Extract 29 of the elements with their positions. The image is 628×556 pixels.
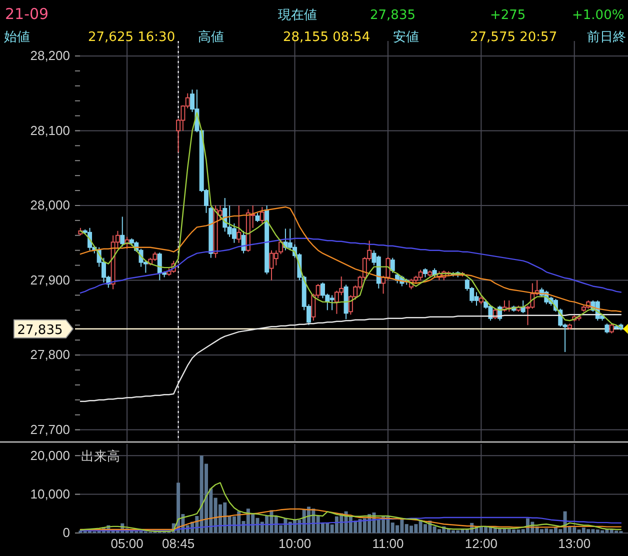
y-tick-label: 27,900 xyxy=(30,272,70,288)
ref-line-label: 27,835 xyxy=(17,322,63,338)
y-axis-title: 出来高 xyxy=(81,448,120,465)
annotation: 27,625 16:30 xyxy=(88,30,176,45)
y-tick-label: 28,200 xyxy=(30,48,70,64)
x-tick-label: 13:00 xyxy=(558,536,591,552)
annotation: 28,155 08:54 xyxy=(283,30,370,45)
x-tick-label: 12:00 xyxy=(464,536,498,552)
annotation: 安値 xyxy=(393,29,419,45)
y-tick-label: 27,700 xyxy=(30,422,70,437)
text: 27,835 xyxy=(370,8,416,23)
text: +275 xyxy=(490,8,526,23)
x-tick-label: 05:00 xyxy=(110,536,144,552)
y-tick-label: 20,000 xyxy=(30,448,70,463)
y-tick-label: 0 xyxy=(62,525,70,540)
y-tick-label: 28,100 xyxy=(30,122,70,138)
y-tick-label: 27,800 xyxy=(30,347,70,362)
annotation: 27,575 20:57 xyxy=(470,30,558,45)
y-tick-label: 28,000 xyxy=(30,198,70,213)
y-tick-label: 10,000 xyxy=(30,486,70,502)
annotation: 前日終 xyxy=(587,30,626,45)
chart-title: 21-09 xyxy=(5,5,49,23)
x-tick-label: 10:00 xyxy=(278,536,312,552)
x-tick-label: 08:45 xyxy=(162,536,195,552)
text: 現在値 xyxy=(278,8,317,23)
x-tick-label: 11:00 xyxy=(372,536,404,552)
annotation: 高値 xyxy=(198,29,224,45)
text: +1.00% xyxy=(572,8,624,23)
text: 始値 xyxy=(4,30,30,45)
